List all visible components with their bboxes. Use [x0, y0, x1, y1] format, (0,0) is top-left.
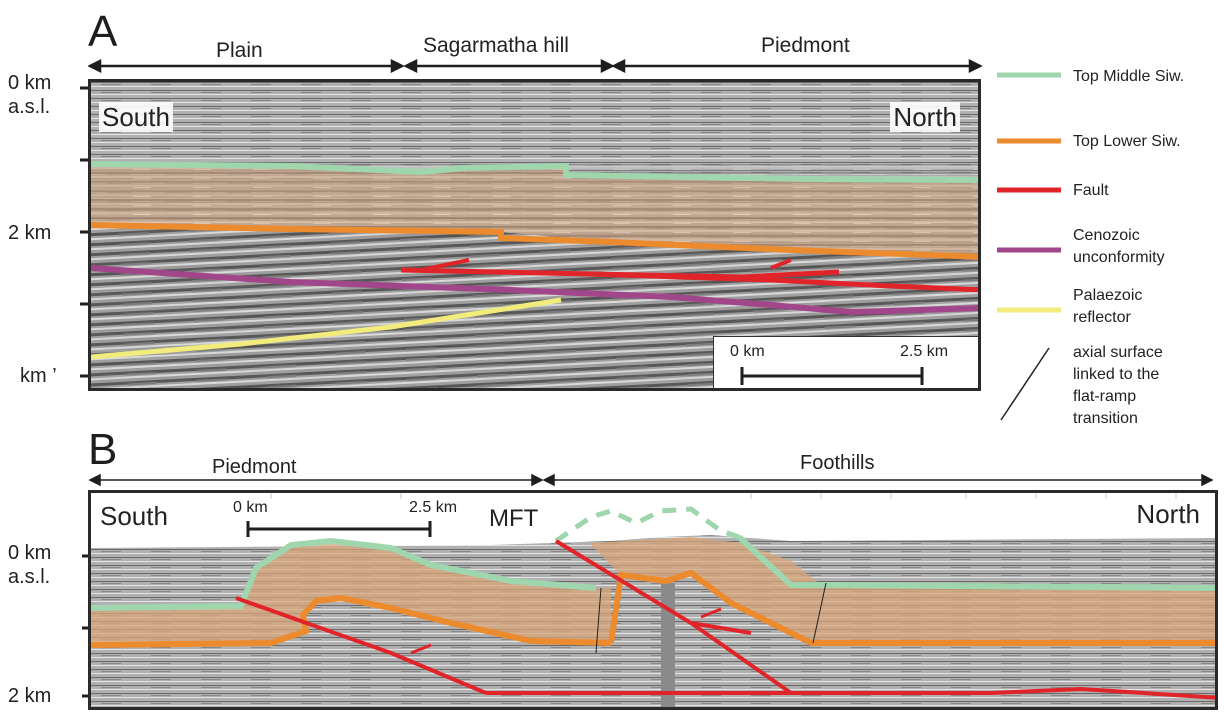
fault-b-ramp-3 — [690, 621, 752, 635]
horizon-top-middle-siw-b — [91, 537, 597, 611]
grey-well-b — [661, 583, 675, 707]
panel-a-seismic: South North 0 km 2.5 km — [88, 79, 981, 391]
depth-b-label-asl: a.s.l. — [8, 566, 51, 588]
horizon-palaeozoic-a — [91, 297, 562, 360]
fault-a-lower — [590, 271, 978, 293]
horizon-top-middle-siw-a — [91, 161, 978, 183]
horizon-cenozoic-a — [91, 265, 978, 316]
fault-b-ramp-1 — [235, 596, 487, 695]
horizon-top-lower-siw-b2 — [608, 569, 1215, 646]
scale-a-end: 2.5 km — [900, 343, 949, 360]
panel-b-scale-bar — [246, 521, 432, 537]
horizon-top-lower-siw-a — [91, 222, 978, 260]
panel-b-south: South — [97, 501, 171, 531]
panel-a-south: South — [99, 102, 173, 132]
legend-label-middle-siw: Top Middle Siw. — [1073, 68, 1185, 85]
depth-b-label-2km: 2 km — [8, 685, 52, 707]
region-b-piedmont: Piedmont — [212, 456, 297, 478]
panel-b-north: North — [1133, 499, 1203, 529]
legend-label-cenozoic: Cenozoic unconformity — [1073, 227, 1165, 266]
legend-label-fault: Fault — [1073, 182, 1109, 199]
legend-swatch-axial — [1000, 347, 1050, 421]
legend-label-axial: axial surface linked to the flat-ramp tr… — [1073, 344, 1163, 427]
panel-b-seismic: South North MFT 0 km 2.5 km — [88, 490, 1218, 710]
scale-b-start: 0 km — [233, 499, 268, 516]
panel-b-letter: B — [88, 425, 118, 474]
legend-label-palaeozoic: Palaezoic reflector — [1073, 287, 1143, 326]
depth-label-asl: a.s.l. — [8, 96, 51, 118]
panel-b-mft: MFT — [489, 505, 539, 532]
region-plain: Plain — [216, 39, 263, 62]
horizon-top-middle-siw-b2 — [736, 534, 1215, 591]
depth-b-label-0km: 0 km — [8, 542, 52, 564]
depth-label-km: km ’ — [20, 365, 57, 387]
panel-a-scale-bar: 0 km 2.5 km — [713, 336, 978, 388]
legend-label-lower-siw: Top Lower Siw. — [1073, 133, 1181, 150]
panel-a-letter: A — [88, 7, 118, 56]
panel-a-north: North — [890, 102, 960, 132]
region-b-foothills: Foothills — [800, 452, 875, 474]
scale-a-start: 0 km — [730, 343, 765, 360]
fault-b-flat — [486, 686, 1215, 700]
depth-label-2km: 2 km — [8, 222, 52, 244]
scale-b-end: 2.5 km — [409, 499, 458, 516]
depth-label-0km: 0 km — [8, 72, 52, 94]
horizon-top-lower-siw-b — [91, 594, 612, 648]
region-sagarmatha-hill: Sagarmatha hill — [423, 34, 569, 57]
region-piedmont: Piedmont — [761, 34, 850, 57]
eroded-horizon-dashed — [554, 506, 740, 544]
